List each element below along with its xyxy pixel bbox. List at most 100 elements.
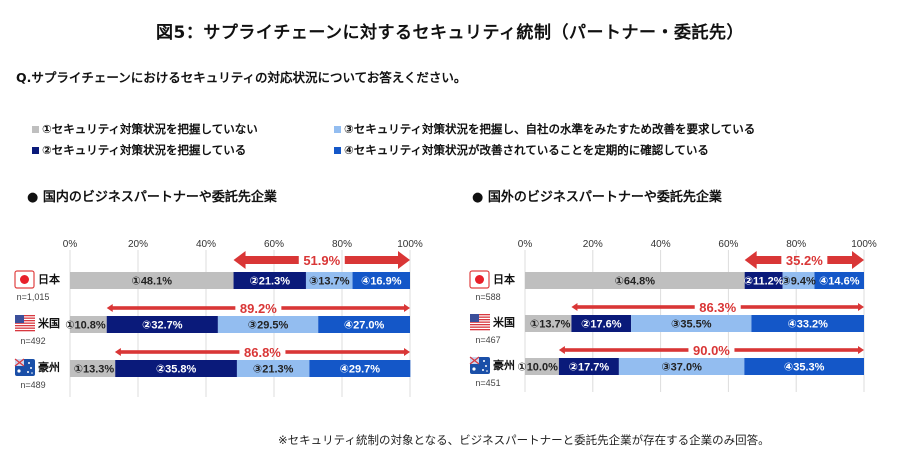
bar-segment-1 [70, 272, 234, 289]
bar-data-label: ②11.2% [744, 276, 784, 288]
legend-swatch-2 [32, 146, 39, 154]
legend-label-2: ②セキュリティ対策状況を把握している [42, 143, 247, 157]
australia-flag-star [483, 360, 485, 362]
bar-data-label: ①48.1% [132, 276, 173, 288]
bar-segment-2 [115, 360, 237, 377]
usa-flag-stripe [15, 325, 35, 327]
x-tick-label: 20% [583, 239, 603, 250]
x-tick-label: 40% [651, 239, 671, 250]
x-tick-label: 20% [128, 239, 148, 250]
arrow-left-icon [233, 251, 299, 269]
bar-data-label: ③37.0% [661, 362, 702, 374]
arrow-left-shaft [575, 305, 695, 309]
bar-segment-2 [571, 315, 632, 332]
arrow-right-icon [858, 346, 864, 354]
usa-flag-stripe [15, 322, 35, 324]
sample-size-label: n=489 [20, 380, 45, 390]
span-arrow: 35.2% [744, 251, 864, 269]
bar-segment-4 [309, 360, 411, 377]
bar-segment-1 [525, 358, 559, 375]
chart-overseas: 0% 20% 40% 60% 80% 100% ①64.8% ②11.2%③9.4% ④14.6… [469, 239, 877, 392]
bar-segment-1 [70, 360, 116, 377]
usa-flag-stripe [470, 326, 490, 328]
span-arrow-label: 86.3% [699, 300, 736, 315]
australia-flag-star [30, 367, 32, 369]
bar-data-label: ③13.7% [309, 276, 350, 288]
arrow-right-icon [404, 304, 410, 312]
x-tick-label: 60% [264, 239, 284, 250]
australia-flag-star [31, 372, 33, 374]
span-arrow: 86.8% [114, 345, 410, 360]
australia-flag-star [28, 362, 30, 364]
bar-data-label: ④33.2% [787, 319, 828, 331]
usa-flag-stripe [470, 321, 490, 323]
usa-flag-icon [15, 315, 35, 332]
bar-segment-2 [233, 272, 306, 289]
usa-flag-stripe [15, 327, 35, 329]
australia-flag-cross [469, 356, 480, 365]
arrow-left-icon [106, 304, 113, 312]
arrow-left-shaft [562, 348, 689, 352]
bar-data-label: ②17.7% [569, 362, 610, 374]
bar-data-label: ①10.8% [65, 320, 106, 332]
bar-segment-2 [558, 358, 619, 375]
bar-data-label: ④27.0% [344, 320, 385, 332]
bar-segment-1 [525, 272, 745, 289]
legend-item-2: ②セキュリティ対策状況を把握している [32, 142, 246, 158]
legend-label-4: ④セキュリティ対策状況が改善されていることを定期的に確認している [344, 143, 709, 157]
x-tick-label: 0% [63, 239, 78, 250]
legend-item-4: ④セキュリティ対策状況が改善されていることを定期的に確認している [334, 142, 709, 158]
arrow-right-icon [858, 303, 864, 311]
bar-data-label: ③21.3% [253, 364, 294, 376]
bar-data-label: ③35.5% [671, 319, 712, 331]
arrow-right-shaft [740, 305, 860, 309]
bar-segment-3 [217, 316, 319, 333]
category-label: 日本 [493, 272, 515, 286]
bar-segment-3 [305, 272, 353, 289]
page-title: 図5：サプライチェーンに対するセキュリティ統制（パートナー・委託先） [156, 23, 744, 43]
arrow-left-shaft [118, 350, 240, 354]
x-tick-label: 0% [518, 239, 533, 250]
legend-swatch-3 [334, 125, 341, 133]
category-label: 日本 [38, 272, 60, 286]
bar-data-label: ③29.5% [248, 320, 289, 332]
usa-flag-stripe [470, 324, 490, 326]
australia-flag-icon [469, 356, 490, 374]
japan-flag-circle [475, 275, 484, 284]
australia-flag-star [472, 367, 476, 371]
bar-data-label: ④29.7% [340, 364, 381, 376]
span-arrow: 90.0% [558, 343, 864, 358]
bar-segment-3 [236, 360, 310, 377]
bar-segment-3 [618, 358, 745, 375]
chart-domestic: 0% 20% 40% 60% 80% 100% ①48.1% ②21.3% ③13.7% ④16.… [14, 239, 423, 397]
arrow-right-shaft [285, 350, 406, 354]
usa-flag-stripe [470, 329, 490, 331]
usa-flag-stripe [470, 319, 490, 321]
bar-data-label: ①64.8% [615, 276, 656, 288]
bar-data-label: ②35.8% [156, 364, 197, 376]
x-tick-label: 100% [397, 239, 423, 250]
bar-data-label: ②32.7% [142, 320, 183, 332]
usa-flag-canton [470, 314, 479, 322]
bar-data-label: ①10.0% [517, 362, 558, 374]
x-tick-label: 60% [718, 239, 738, 250]
bar-segment-2 [744, 272, 783, 289]
bar-segment-3 [631, 315, 752, 332]
category-label: 米国 [492, 315, 515, 329]
span-arrow: 89.2% [106, 301, 410, 316]
bar-data-label: ①13.3% [74, 364, 115, 376]
span-arrow-label: 51.9% [303, 253, 340, 268]
australia-flag-star [485, 365, 487, 367]
usa-flag-stripe [470, 314, 490, 316]
legend-swatch-4 [334, 146, 341, 154]
bar-data-label: ②21.3% [249, 276, 290, 288]
category-label: 豪州 [38, 360, 60, 374]
arrow-right-icon [344, 251, 410, 269]
bar-segment-4 [318, 316, 410, 333]
arrow-left-icon [114, 348, 121, 356]
span-arrow-label: 86.8% [244, 345, 281, 360]
x-tick-label: 80% [332, 239, 352, 250]
x-tick-label: 40% [196, 239, 216, 250]
bar-segment-2 [106, 316, 218, 333]
sample-size-label: n=451 [475, 378, 500, 388]
